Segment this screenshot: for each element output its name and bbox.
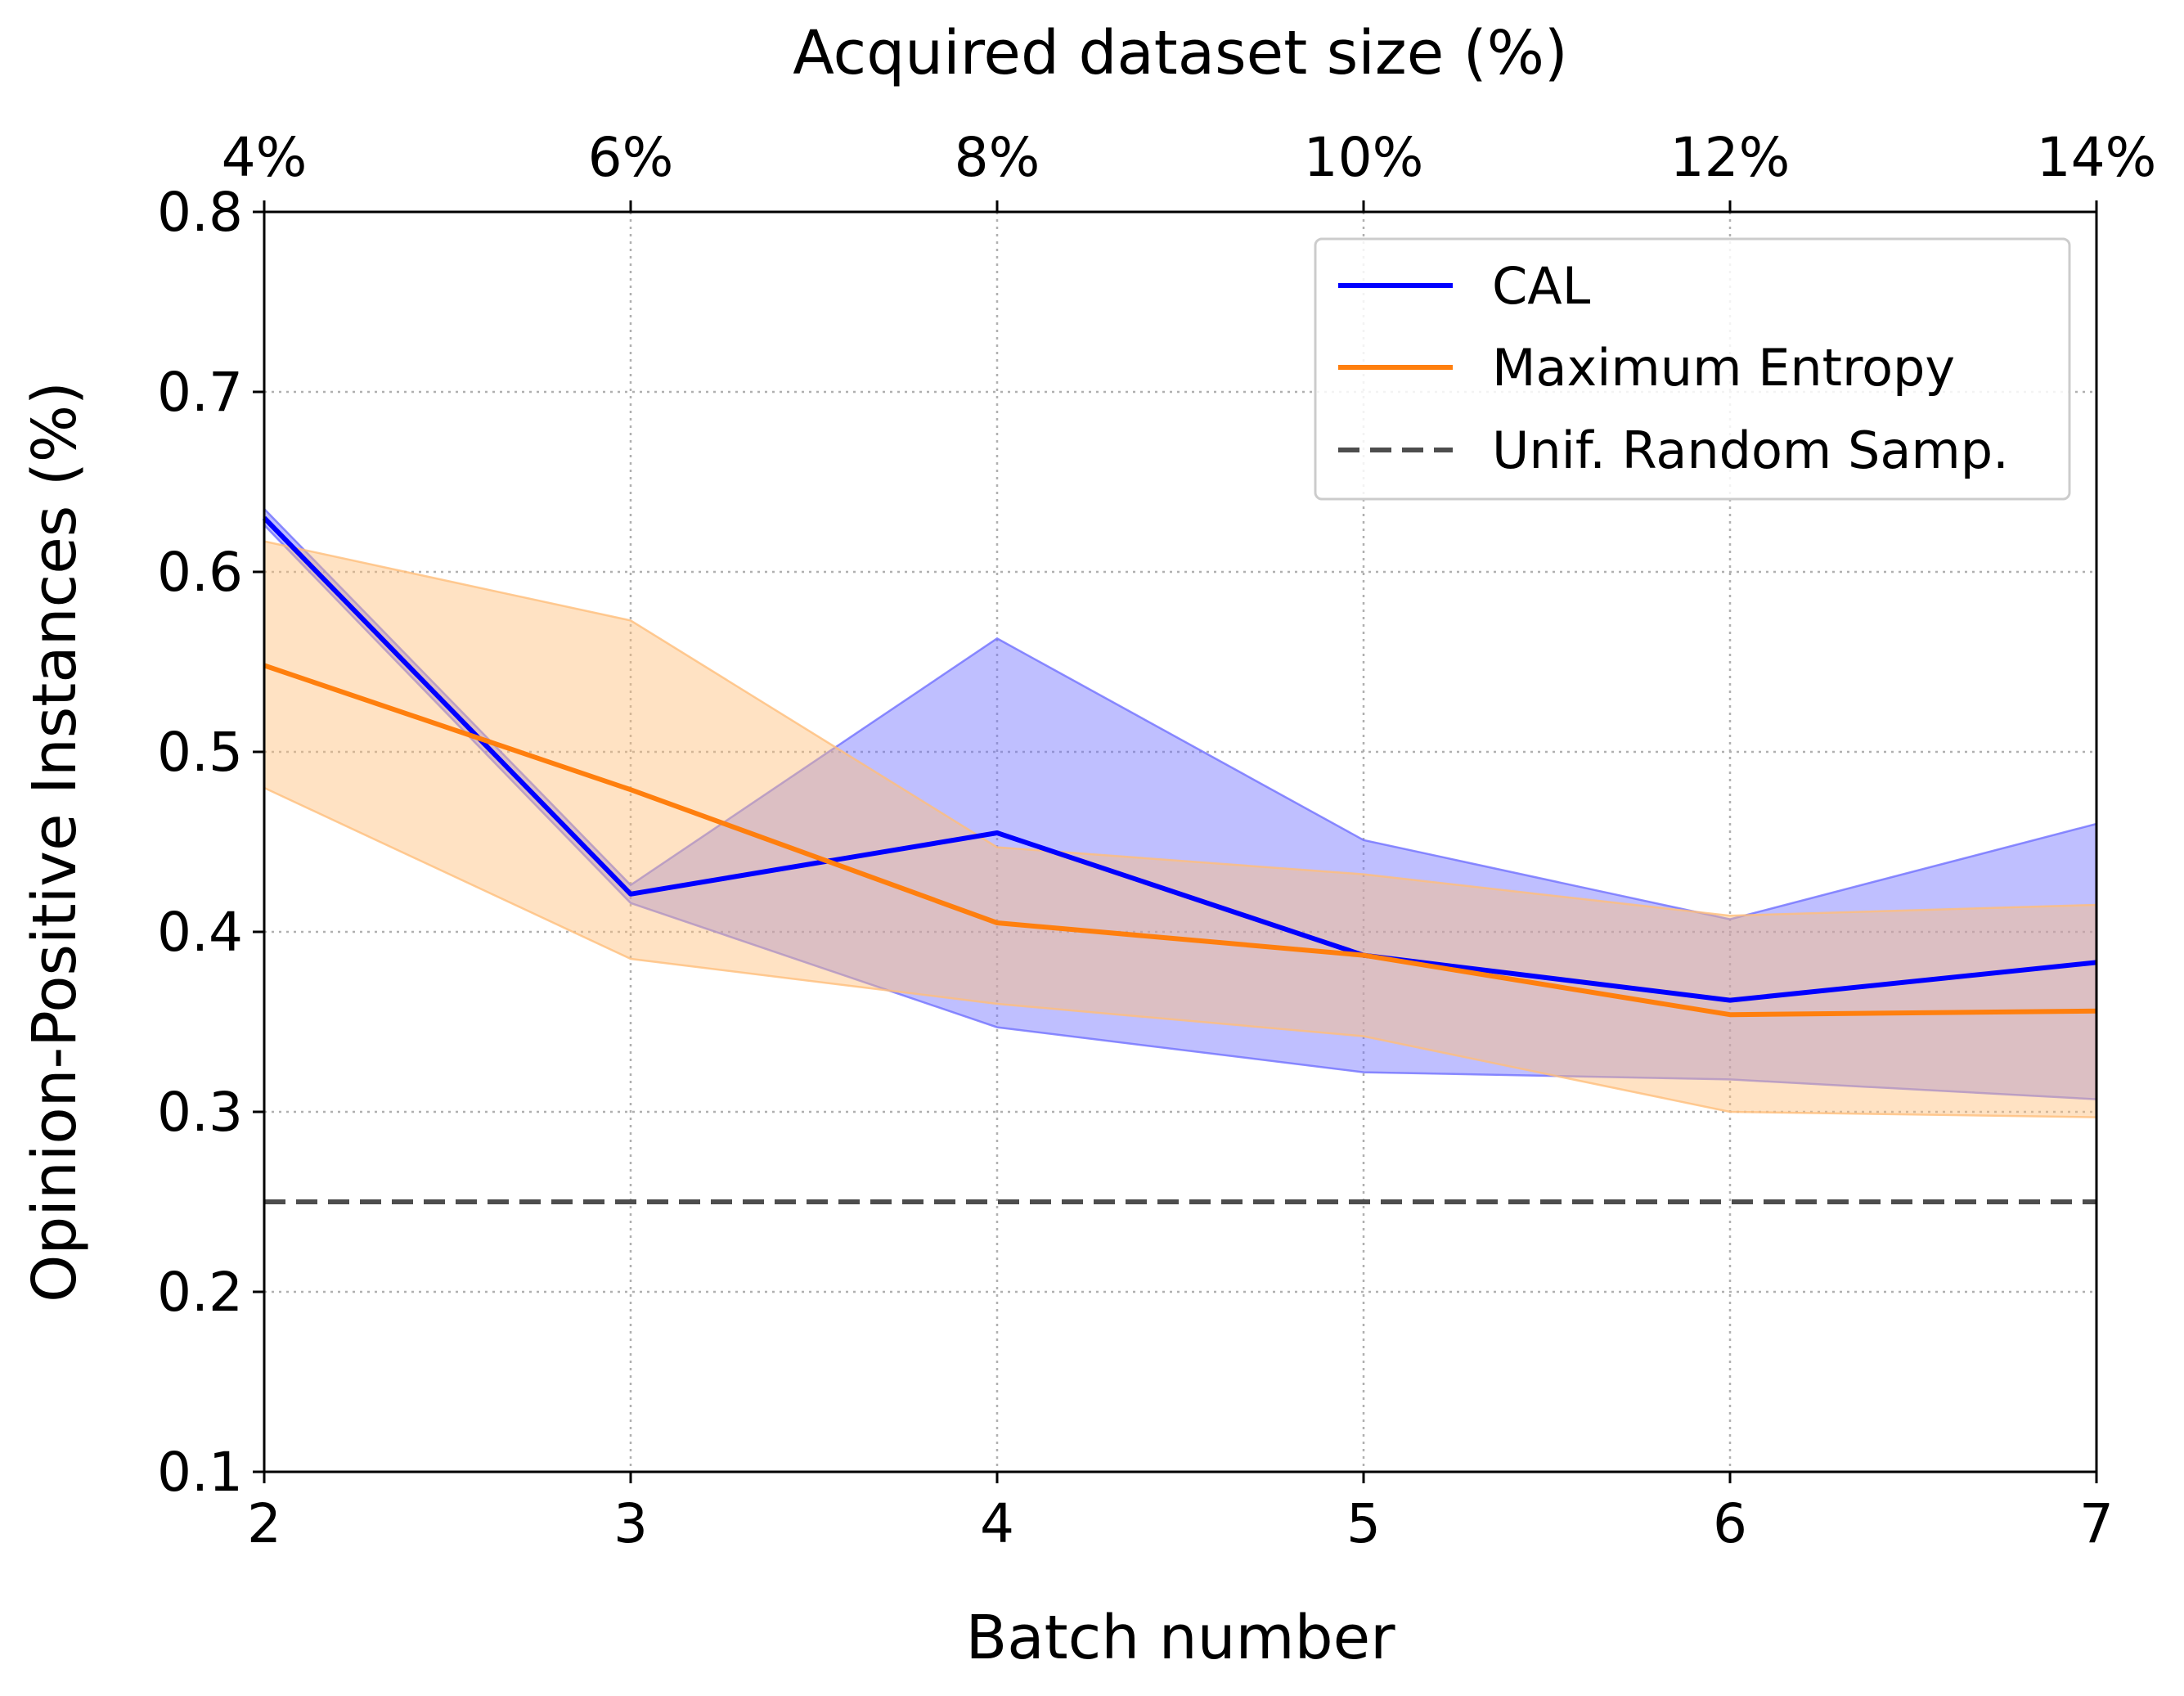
line-cal [262, 515, 2097, 1003]
top-tick-label: 10% [1304, 126, 1424, 189]
series-lines [262, 515, 2097, 1204]
axis-ticks: 2 4% 3 6% 4 8% 5 10% 6 12% 7 14% 0.1 0.2 0.3 0.4 0.5 0.6 0… [157, 126, 2156, 1555]
y-tick-label: 0.4 [157, 901, 243, 964]
y-tick-label: 0.3 [157, 1081, 243, 1144]
top-tick-label: 12% [1670, 126, 1791, 189]
x-tick-label: 3 [613, 1492, 648, 1555]
y-tick-label: 0.1 [157, 1441, 243, 1504]
top-tick-label: 6% [588, 126, 674, 189]
x-tick-label: 2 [247, 1492, 281, 1555]
x-axis-title: Batch number [965, 1603, 1395, 1673]
y-axis-title: Opinion-Positive Instances (%) [20, 381, 90, 1302]
x-tick-label: 5 [1346, 1492, 1381, 1555]
x-tick-label: 4 [980, 1492, 1014, 1555]
confidence-bands [263, 506, 2098, 1118]
top-axis-title: Acquired dataset size (%) [793, 18, 1568, 88]
y-tick-label: 0.8 [157, 181, 243, 244]
legend-label-maximum-entropy: Maximum Entropy [1492, 338, 1955, 398]
top-tick-label: 4% [222, 126, 308, 189]
plot-frame [263, 210, 2098, 1473]
legend: CAL Maximum Entropy Unif. Random Samp. [1314, 237, 2071, 501]
y-tick-label: 0.5 [157, 721, 243, 784]
legend-box [1314, 237, 2071, 501]
x-tick-label: 6 [1713, 1492, 1747, 1555]
y-tick-label: 0.6 [157, 541, 243, 604]
line-maximum-entropy [263, 663, 2097, 1018]
y-tick-label: 0.2 [157, 1261, 243, 1324]
legend-label-cal: CAL [1492, 256, 1591, 316]
top-tick-label: 8% [955, 126, 1040, 189]
x-tick-label: 7 [2079, 1492, 2114, 1555]
top-tick-label: 14% [2037, 126, 2157, 189]
y-tick-label: 0.7 [157, 361, 243, 424]
legend-label-random: Unif. Random Samp. [1492, 421, 2009, 480]
